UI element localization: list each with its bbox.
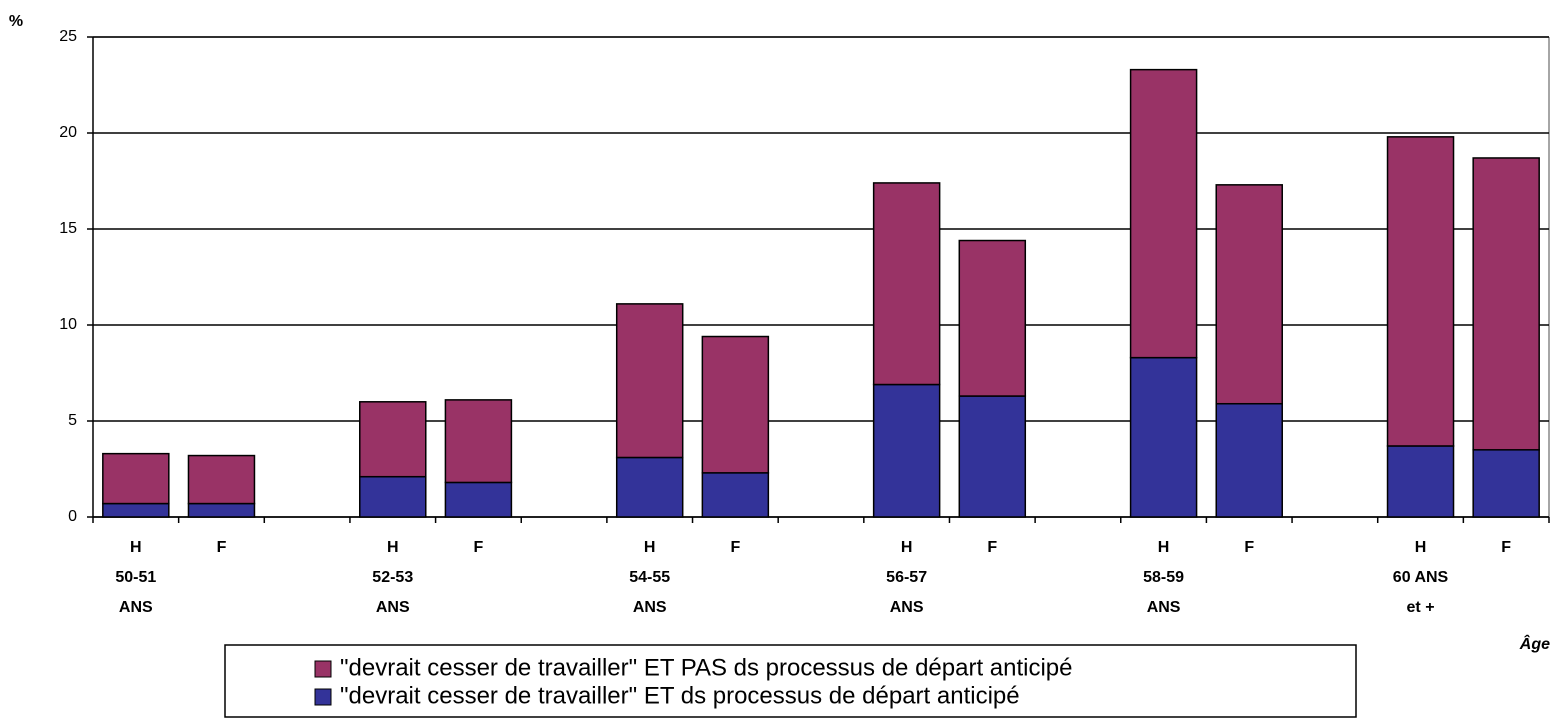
group-label: ANS — [1147, 599, 1181, 616]
bar-segment — [615, 303, 684, 459]
group-label: et + — [1407, 599, 1435, 616]
y-tick-label: 5 — [68, 412, 77, 429]
x-tick-label: H — [1158, 539, 1170, 556]
bar-segment — [615, 456, 684, 518]
legend-label: "devrait cesser de travailler" ET PAS ds… — [340, 654, 1073, 681]
bar-segment — [187, 502, 256, 518]
group-label: 54-55 — [629, 569, 670, 586]
group-label: ANS — [119, 599, 153, 616]
y-axis-label: % — [9, 13, 23, 30]
bar-segment — [1215, 184, 1283, 405]
bar-segment — [1472, 449, 1540, 518]
bar-segment — [701, 472, 770, 518]
group-label: 58-59 — [1143, 569, 1184, 586]
bar-segment — [1129, 356, 1198, 518]
bar-segment — [102, 502, 170, 518]
bar-segment — [958, 239, 1027, 397]
bar-segment — [958, 395, 1027, 518]
bar-segment — [359, 401, 427, 478]
y-tick-label: 10 — [59, 316, 77, 333]
bar-segment — [359, 475, 427, 518]
x-tick-label: H — [387, 539, 399, 556]
x-tick-label: F — [217, 539, 227, 556]
bar-segment — [1386, 445, 1455, 518]
y-tick-label: 20 — [59, 124, 77, 141]
y-tick-label: 0 — [68, 508, 77, 525]
legend-swatch — [314, 660, 332, 678]
legend-swatch — [314, 688, 332, 706]
group-label: 50-51 — [115, 569, 156, 586]
bar-segment — [444, 399, 513, 484]
y-tick-label: 15 — [59, 220, 77, 237]
group-label: ANS — [890, 599, 924, 616]
group-label: ANS — [376, 599, 410, 616]
x-tick-label: H — [644, 539, 656, 556]
legend-label: "devrait cesser de travailler" ET ds pro… — [340, 682, 1020, 709]
bar-segment — [1129, 68, 1198, 359]
x-tick-label: F — [1244, 539, 1254, 556]
bar-segment — [872, 383, 941, 518]
x-tick-label: F — [730, 539, 740, 556]
x-tick-label: F — [474, 539, 484, 556]
group-label: 52-53 — [372, 569, 413, 586]
x-tick-label: H — [901, 539, 913, 556]
x-tick-label: F — [1501, 539, 1511, 556]
x-tick-label: F — [987, 539, 997, 556]
bar-segment — [444, 481, 513, 518]
bar-segment — [1215, 402, 1283, 518]
x-axis-label: Âge — [1519, 634, 1550, 653]
legend-box — [224, 644, 1357, 718]
bar-segment — [1386, 136, 1455, 447]
x-tick-label: H — [130, 539, 142, 556]
y-tick-label: 25 — [59, 28, 77, 45]
bar-segment — [1472, 157, 1540, 451]
group-label: 60 ANS — [1393, 569, 1449, 586]
group-label: 56-57 — [886, 569, 927, 586]
bar-segment — [102, 452, 170, 505]
x-tick-label: H — [1415, 539, 1427, 556]
bar-segment — [872, 182, 941, 386]
bar-segment — [701, 335, 770, 474]
group-label: ANS — [633, 599, 667, 616]
bar-segment — [187, 454, 256, 505]
